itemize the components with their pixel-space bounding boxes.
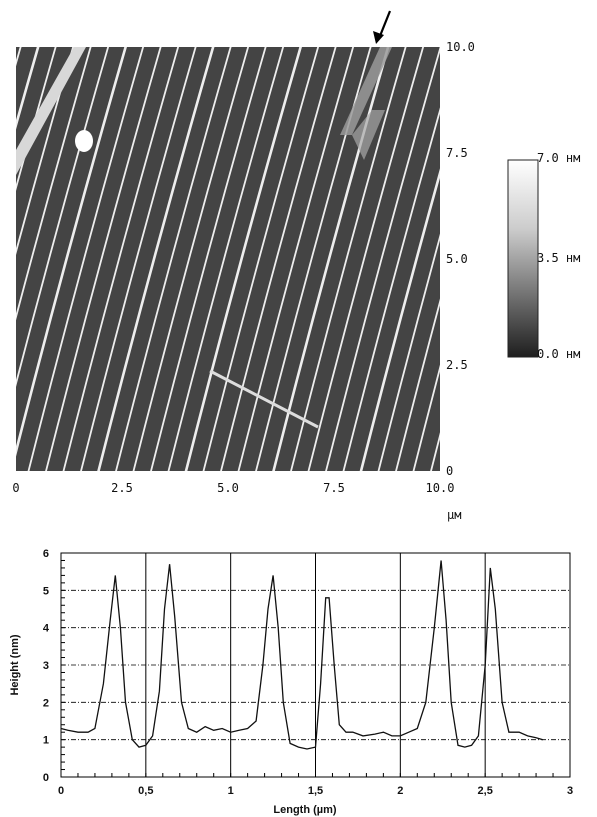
- profile-y-tick-label: 0: [43, 772, 49, 784]
- profile-x-tick-label: 2,5: [478, 785, 493, 797]
- afm-x-tick-label: 10.0: [426, 481, 455, 495]
- profile-y-label: Height (nm): [9, 634, 21, 695]
- afm-y-tick-label: 10.0: [446, 40, 475, 54]
- profile-x-tick-label: 1: [228, 785, 234, 797]
- profile-y-tick-label: 5: [43, 585, 49, 597]
- afm-y-tick-label: 5.0: [446, 252, 468, 266]
- afm-x-tick-label: 0: [12, 481, 19, 495]
- colorbar-tick-min: 0.0 нм: [537, 347, 580, 361]
- profile-x-tick-label: 3: [567, 785, 573, 797]
- colorbar-gradient: [508, 160, 538, 357]
- profile-x-tick-label: 0,5: [138, 785, 153, 797]
- step-edge: [0, 37, 6, 481]
- profile-x-tick-label: 0: [58, 785, 64, 797]
- colorbar-tick-max: 7.0 нм: [537, 151, 580, 165]
- height-profile-chart: 0 0,5 1 1,5 2 2,5 3 0 1 2 3 4 5 6 Length (µm) Height …: [9, 548, 573, 816]
- afm-x-tick-label: 2.5: [111, 481, 133, 495]
- profile-y-tick-label: 1: [43, 735, 49, 747]
- profile-x-label: Length (µm): [273, 804, 336, 816]
- afm-y-tick-label: 2.5: [446, 358, 468, 372]
- height-colorbar: 7.0 нм 3.5 нм 0.0 нм: [508, 151, 580, 361]
- afm-y-tick-label: 7.5: [446, 146, 468, 160]
- afm-y-tick-label: 0: [446, 464, 453, 478]
- profile-y-tick-label: 2: [43, 697, 49, 709]
- profile-y-tick-label: 3: [43, 660, 49, 672]
- colorbar-tick-mid: 3.5 нм: [537, 251, 580, 265]
- surface-particle: [75, 130, 93, 152]
- profile-y-tick-label: 4: [43, 623, 50, 635]
- profile-y-tick-label: 6: [43, 548, 49, 560]
- arrow-indicator: [380, 11, 390, 36]
- afm-x-unit: µм: [447, 508, 461, 522]
- afm-x-tick-label: 5.0: [217, 481, 239, 495]
- profile-x-tick-label: 2: [397, 785, 403, 797]
- afm-topography-panel: 0 2.5 5.0 7.5 10.0 0 2.5 5.0 7.5 10.0 µм: [0, 37, 597, 522]
- profile-x-tick-label: 1,5: [308, 785, 323, 797]
- afm-x-tick-label: 7.5: [323, 481, 345, 495]
